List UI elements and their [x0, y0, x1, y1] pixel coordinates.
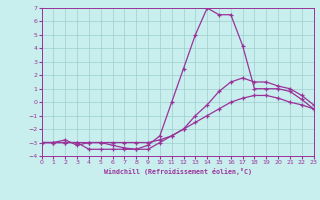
X-axis label: Windchill (Refroidissement éolien,°C): Windchill (Refroidissement éolien,°C): [104, 168, 252, 175]
